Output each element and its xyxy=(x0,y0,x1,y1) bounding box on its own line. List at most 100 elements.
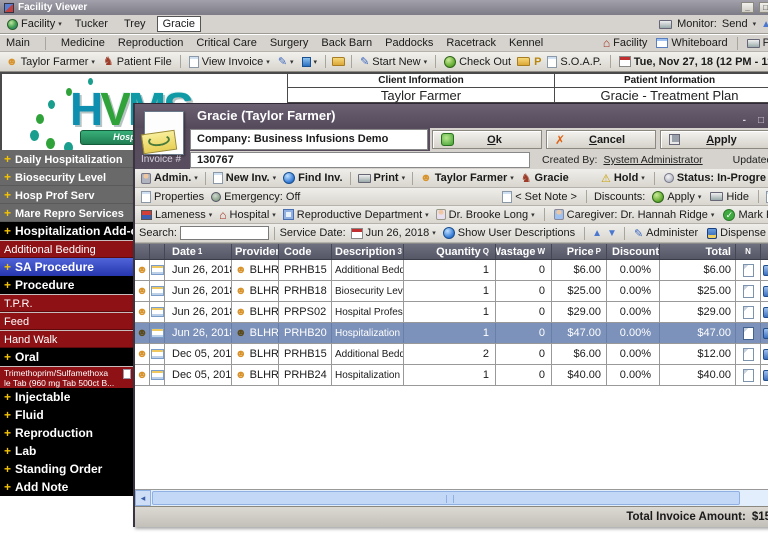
sidebar-item-reproduction[interactable]: + Reproduction xyxy=(0,424,133,442)
col-price[interactable]: Price P xyxy=(552,244,607,259)
client-button[interactable]: ☻ Taylor Farmer ▾ xyxy=(6,55,95,68)
table-row[interactable]: ☻ Jun 26, 2018 ☻ BLHR PRPS02 Hospital Pr… xyxy=(135,302,768,323)
doc-icon-cut[interactable] xyxy=(766,190,768,203)
sidebar-item-biosecurity-level[interactable]: + Biosecurity Level xyxy=(0,168,133,186)
action-icon-cut[interactable] xyxy=(763,306,768,318)
find-invoice-button[interactable]: Find Inv. xyxy=(281,172,344,184)
maximize-button[interactable]: □ xyxy=(759,2,768,13)
hold-button[interactable]: ⚠ Hold ▾ xyxy=(600,172,645,185)
folder-icon[interactable] xyxy=(517,57,531,66)
department-dropdown[interactable]: Reproductive Department ▾ xyxy=(281,209,431,221)
action-icon-cut[interactable] xyxy=(763,264,768,276)
apply-button[interactable]: Apply xyxy=(660,130,768,149)
sidebar-item-feed[interactable]: Feed xyxy=(0,312,133,330)
menu-critical-care[interactable]: Critical Care xyxy=(196,37,257,49)
facility-button[interactable]: ⌂ Facility xyxy=(602,36,648,50)
sidebar-item-add-note[interactable]: + Add Note xyxy=(0,478,133,496)
table-row[interactable]: ☻ Jun 26, 2018 ☻ BLHR PRHB15 Additional … xyxy=(135,260,768,281)
action-icon-cut[interactable] xyxy=(763,327,768,339)
note-page-icon[interactable] xyxy=(742,368,754,382)
hospital-dropdown[interactable]: ⌂ Hospital ▾ xyxy=(219,207,276,222)
emergency-toggle[interactable]: Emergency: Off xyxy=(209,191,302,203)
ok-button[interactable]: Ok xyxy=(432,130,542,149)
menu-reproduction[interactable]: Reproduction xyxy=(117,37,184,49)
arrow-up-icon[interactable]: ▲ xyxy=(761,18,768,30)
patient-tab-tucker[interactable]: Tucker xyxy=(74,18,108,30)
date-range-button[interactable]: Tue, Nov 27, 18 (12 PM - 11 AM) ▾ xyxy=(617,56,768,68)
action-icon-cut[interactable] xyxy=(763,369,768,381)
horizontal-scrollbar[interactable]: ◂ xyxy=(135,489,768,506)
sidebar-item-additional-bedding[interactable]: Additional Bedding xyxy=(0,240,133,258)
discount-apply-button[interactable]: Apply ▾ xyxy=(650,190,703,203)
send-button[interactable]: Send xyxy=(721,18,748,30)
caregiver-dropdown[interactable]: Caregiver: Dr. Hannah Ridge ▾ xyxy=(552,209,717,221)
patient-tab-trey[interactable]: Trey xyxy=(123,18,146,30)
note-page-icon[interactable] xyxy=(742,326,754,340)
print-button[interactable]: Print ▾ xyxy=(356,172,408,184)
sidebar-item-standing-order[interactable]: + Standing Order xyxy=(0,460,133,478)
lameness-dropdown[interactable]: Lameness ▾ xyxy=(139,209,214,221)
cancel-button[interactable]: ✗ Cancel xyxy=(546,130,656,149)
col-quantity[interactable]: Quantity Q xyxy=(404,244,496,259)
properties-button[interactable]: Properties xyxy=(139,190,206,203)
doctor-dropdown[interactable]: Dr. Brooke Long ▾ xyxy=(434,209,537,221)
menu-surgery[interactable]: Surgery xyxy=(269,37,309,49)
start-new-button[interactable]: ✎ Start New ▾ xyxy=(360,55,428,69)
sidebar-item-mare-repro-services[interactable]: + Mare Repro Services xyxy=(0,204,133,222)
sidebar-item-trimethoprim[interactable]: Trimethoprim/Sulfamethoxa le Tab (960 mg… xyxy=(0,366,133,388)
sidebar-item-fluid[interactable]: + Fluid xyxy=(0,406,133,424)
view-invoice-button[interactable]: View Invoice ▾ xyxy=(187,55,272,68)
col-date[interactable]: Date 1 xyxy=(165,244,232,259)
created-by-link[interactable]: System Administrator xyxy=(603,154,703,166)
sidebar-item-tpr[interactable]: T.P.R. xyxy=(0,294,133,312)
dialog-maximize-button[interactable]: □ xyxy=(757,115,764,126)
note-page-icon[interactable] xyxy=(742,263,754,277)
admin-button[interactable]: Admin. ▾ xyxy=(139,172,200,184)
search-input[interactable] xyxy=(179,226,269,240)
note-page-icon[interactable] xyxy=(742,284,754,298)
table-row[interactable]: ☻ Dec 05, 2016 ☻ BLHR PRHB15 Additional … xyxy=(135,344,768,365)
menu-medicine[interactable]: Medicine xyxy=(60,37,105,49)
soap-button[interactable]: S.O.A.P. xyxy=(545,55,603,68)
dispense-button[interactable]: Dispense xyxy=(705,227,768,239)
patient-tab-gracie[interactable]: Gracie xyxy=(156,16,201,32)
menu-main[interactable]: Main xyxy=(6,37,30,49)
set-note-button[interactable]: < Set Note > xyxy=(500,190,579,203)
table-row-selected[interactable]: ☻ Jun 26, 2018 ☻ BLHR PRHB20 Hospitaliza… xyxy=(135,323,768,344)
col-wastage[interactable]: WastageW xyxy=(496,244,552,259)
table-row[interactable]: ☻ Dec 05, 2016 ☻ BLHR PRHB24 Hospitaliza… xyxy=(135,365,768,386)
col-code[interactable]: Code xyxy=(279,244,332,259)
menu-racetrack[interactable]: Racetrack xyxy=(446,37,496,49)
sidebar-item-hosp-prof-serv[interactable]: + Hosp Prof Serv xyxy=(0,186,133,204)
table-row[interactable]: ☻ Jun 26, 2018 ☻ BLHR PRHB18 Biosecurity… xyxy=(135,281,768,302)
whiteboard-button[interactable]: Whiteboard xyxy=(654,37,729,49)
menu-paddocks[interactable]: Paddocks xyxy=(385,37,434,49)
scroll-left-button[interactable]: ◂ xyxy=(135,490,151,506)
sidebar-item-sa-procedure[interactable]: + SA Procedure xyxy=(0,258,133,276)
action-icon-cut[interactable] xyxy=(763,348,768,360)
col-discount[interactable]: Discount4 xyxy=(607,244,660,259)
col-total[interactable]: Total xyxy=(660,244,736,259)
administer-button[interactable]: ✎ Administer xyxy=(633,227,699,240)
p-flag-icon[interactable]: P xyxy=(534,55,542,68)
print-button-cut[interactable]: P xyxy=(745,37,768,49)
mark-reviewed-button[interactable]: ✓ Mark Revi xyxy=(721,208,768,221)
new-invoice-button[interactable]: New Inv. ▾ xyxy=(211,172,278,184)
sidebar-item-hospitalization-addons[interactable]: + Hospitalization Add-o xyxy=(0,222,133,240)
col-note[interactable]: N xyxy=(736,244,761,259)
sidebar-item-hand-walk[interactable]: Hand Walk xyxy=(0,330,133,348)
menu-back-barn[interactable]: Back Barn xyxy=(321,37,373,49)
col-provider[interactable]: Provider2 xyxy=(232,244,279,259)
note-page-icon[interactable] xyxy=(742,347,754,361)
tools-button[interactable]: ▾ xyxy=(300,56,320,67)
sidebar-item-injectable[interactable]: + Injectable xyxy=(0,388,133,406)
action-icon-cut[interactable] xyxy=(763,285,768,297)
move-down-icon[interactable]: ▼ xyxy=(607,227,617,239)
move-up-icon[interactable]: ▲ xyxy=(592,227,603,239)
sidebar-item-lab[interactable]: + Lab xyxy=(0,442,133,460)
edit-button[interactable]: ✎ ▾ xyxy=(276,55,296,68)
dialog-client-button[interactable]: ☻ Taylor Farmer ▾ xyxy=(420,172,514,184)
col-description[interactable]: Description 3 xyxy=(332,244,404,259)
patient-file-button[interactable]: ♞ Patient File xyxy=(102,54,172,68)
dialog-minimize-button[interactable]: - xyxy=(742,115,746,126)
